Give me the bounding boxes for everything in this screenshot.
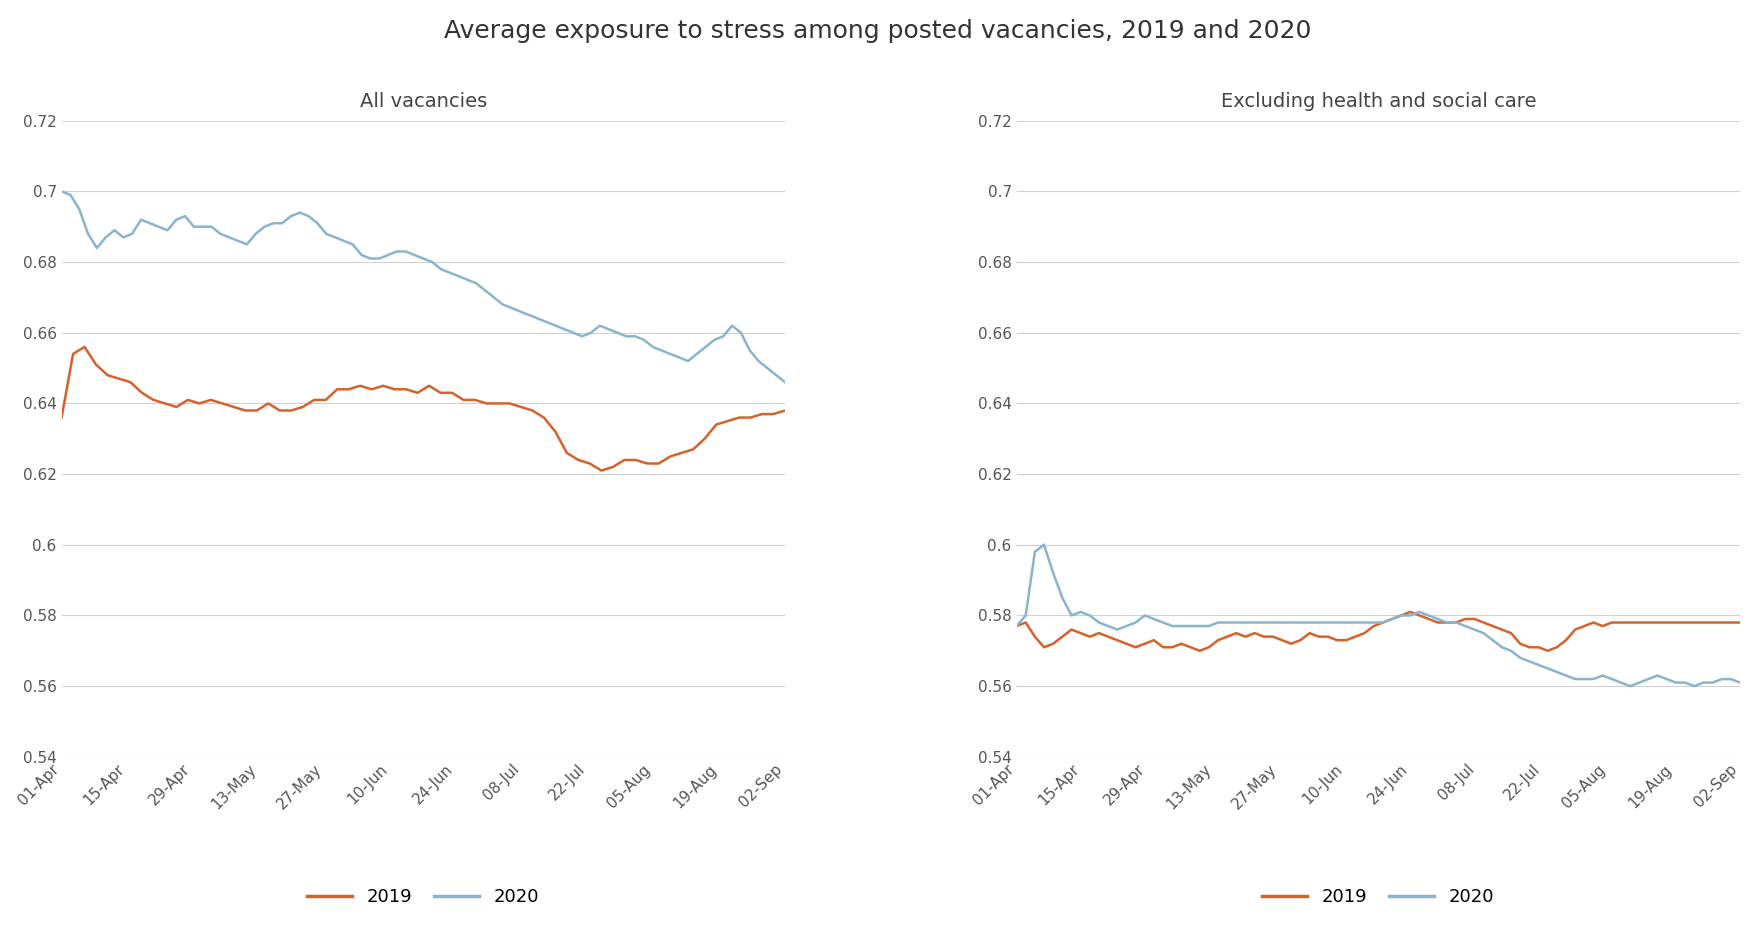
Title: Excluding health and social care: Excluding health and social care	[1220, 92, 1536, 111]
Text: Average exposure to stress among posted vacancies, 2019 and 2020: Average exposure to stress among posted …	[444, 19, 1311, 43]
Legend: 2019, 2020: 2019, 2020	[300, 881, 546, 913]
Title: All vacancies: All vacancies	[360, 92, 486, 111]
Legend: 2019, 2020: 2019, 2020	[1255, 881, 1502, 913]
